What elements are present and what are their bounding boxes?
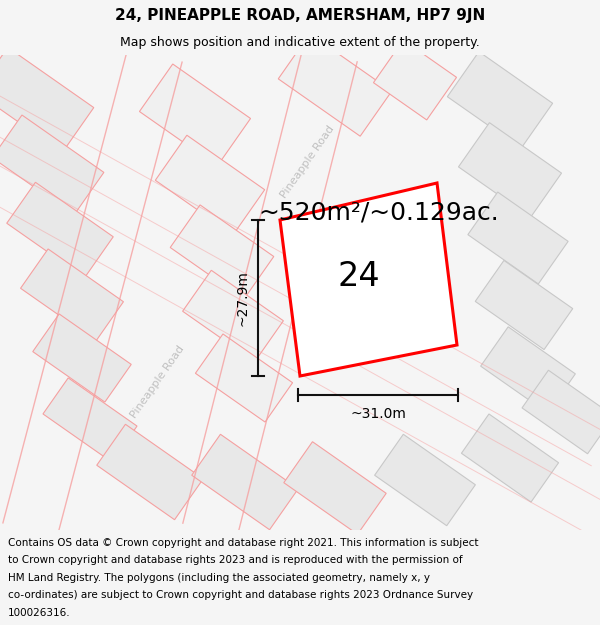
Polygon shape [170,205,274,299]
Text: Contains OS data © Crown copyright and database right 2021. This information is : Contains OS data © Crown copyright and d… [8,538,478,548]
Polygon shape [458,122,562,218]
Text: Map shows position and indicative extent of the property.: Map shows position and indicative extent… [120,36,480,49]
Polygon shape [139,64,251,166]
Text: Pineapple Road: Pineapple Road [279,124,337,200]
Polygon shape [481,327,575,413]
Polygon shape [192,434,298,530]
Polygon shape [468,192,568,284]
Polygon shape [374,434,475,526]
Text: Pineapple Road: Pineapple Road [129,344,187,420]
Polygon shape [20,249,124,341]
Text: HM Land Registry. The polygons (including the associated geometry, namely x, y: HM Land Registry. The polygons (includin… [8,572,430,582]
Polygon shape [373,40,457,120]
Polygon shape [33,314,131,402]
Text: 100026316.: 100026316. [8,608,70,618]
Polygon shape [0,115,104,215]
Text: ~27.9m: ~27.9m [236,270,250,326]
Polygon shape [284,442,386,534]
Text: to Crown copyright and database rights 2023 and is reproduced with the permissio: to Crown copyright and database rights 2… [8,555,463,565]
Polygon shape [196,334,293,422]
Polygon shape [43,378,137,462]
Polygon shape [461,414,559,502]
Polygon shape [182,270,283,362]
Polygon shape [278,34,392,136]
Polygon shape [7,182,113,278]
Polygon shape [280,183,457,376]
Polygon shape [448,52,553,148]
Polygon shape [97,424,203,520]
Polygon shape [0,48,94,152]
Polygon shape [522,370,600,454]
Text: 24: 24 [337,259,380,292]
Text: 24, PINEAPPLE ROAD, AMERSHAM, HP7 9JN: 24, PINEAPPLE ROAD, AMERSHAM, HP7 9JN [115,8,485,23]
Polygon shape [155,135,265,235]
Polygon shape [475,261,573,349]
Text: co-ordinates) are subject to Crown copyright and database rights 2023 Ordnance S: co-ordinates) are subject to Crown copyr… [8,591,473,601]
Text: ~31.0m: ~31.0m [350,407,406,421]
Text: ~520m²/~0.129ac.: ~520m²/~0.129ac. [258,200,499,224]
